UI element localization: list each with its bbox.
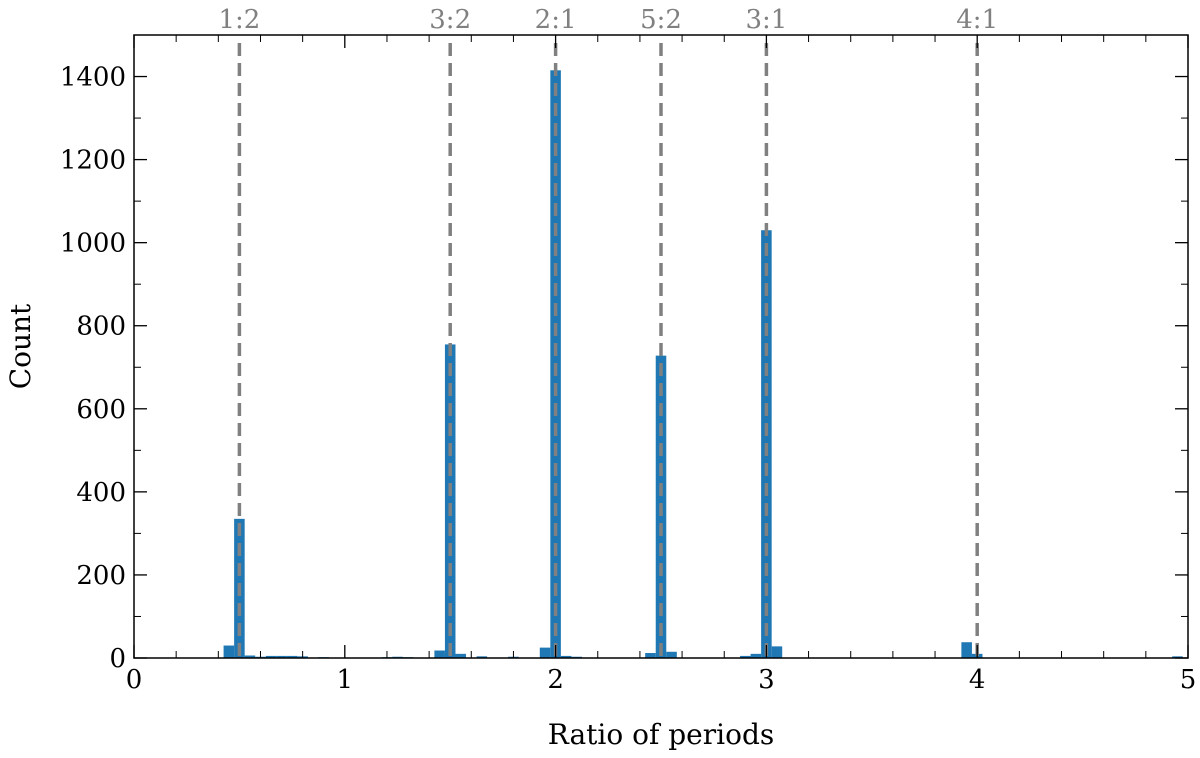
histogram-bar [476, 656, 488, 658]
histogram-bar [771, 646, 783, 658]
histogram-bar [244, 655, 256, 658]
x-axis-title: Ratio of periods [548, 718, 775, 751]
x-tick-label: 2 [547, 665, 564, 695]
y-tick-label: 600 [76, 395, 126, 425]
x-tick-label: 0 [126, 665, 143, 695]
y-axis-title: Count [4, 303, 37, 389]
resonance-label: 3:1 [745, 5, 787, 35]
histogram-bar [645, 653, 656, 658]
histogram-bar [539, 647, 551, 658]
tick-labels: 0 1 2 3 4 5 0 200 400 600 800 1000 1200 1400 [60, 63, 1196, 695]
histogram-bar [223, 645, 235, 658]
resonance-label: 1:2 [218, 5, 260, 35]
histogram-bar [740, 655, 751, 658]
histogram-bar [455, 653, 467, 658]
y-tick-label: 0 [109, 644, 126, 674]
plot-frame [133, 34, 1189, 659]
resonance-label: 5:2 [640, 5, 682, 35]
y-tick-label: 1000 [60, 229, 126, 259]
histogram-bar [750, 653, 762, 658]
resonance-label: 4:1 [956, 5, 998, 35]
histogram-bar [444, 344, 456, 658]
x-tick-label: 4 [969, 665, 986, 695]
histogram-bar [434, 650, 445, 658]
resonance-label: 2:1 [535, 5, 577, 35]
histogram-bar [961, 642, 972, 658]
resonance-lines [237, 43, 979, 658]
y-tick-label: 800 [76, 312, 126, 342]
histogram-bar [276, 655, 287, 658]
histogram-bar [1172, 656, 1183, 658]
histogram-bar [560, 655, 572, 658]
y-tick-label: 400 [76, 478, 126, 508]
x-tick-label: 5 [1180, 665, 1197, 695]
histogram-bar [286, 655, 298, 658]
x-tick-label: 1 [337, 665, 354, 695]
y-tick-label: 1200 [60, 146, 126, 176]
histogram-bar [265, 655, 277, 658]
y-tick-label: 1400 [60, 63, 126, 93]
y-tick-label: 200 [76, 561, 126, 591]
histogram-bars [223, 70, 1183, 659]
resonance-label: 3:2 [429, 5, 471, 35]
histogram-bar [666, 651, 677, 658]
x-tick-label: 3 [758, 665, 775, 695]
resonance-labels: 1:2 3:2 2:1 5:2 3:1 4:1 [218, 5, 998, 35]
